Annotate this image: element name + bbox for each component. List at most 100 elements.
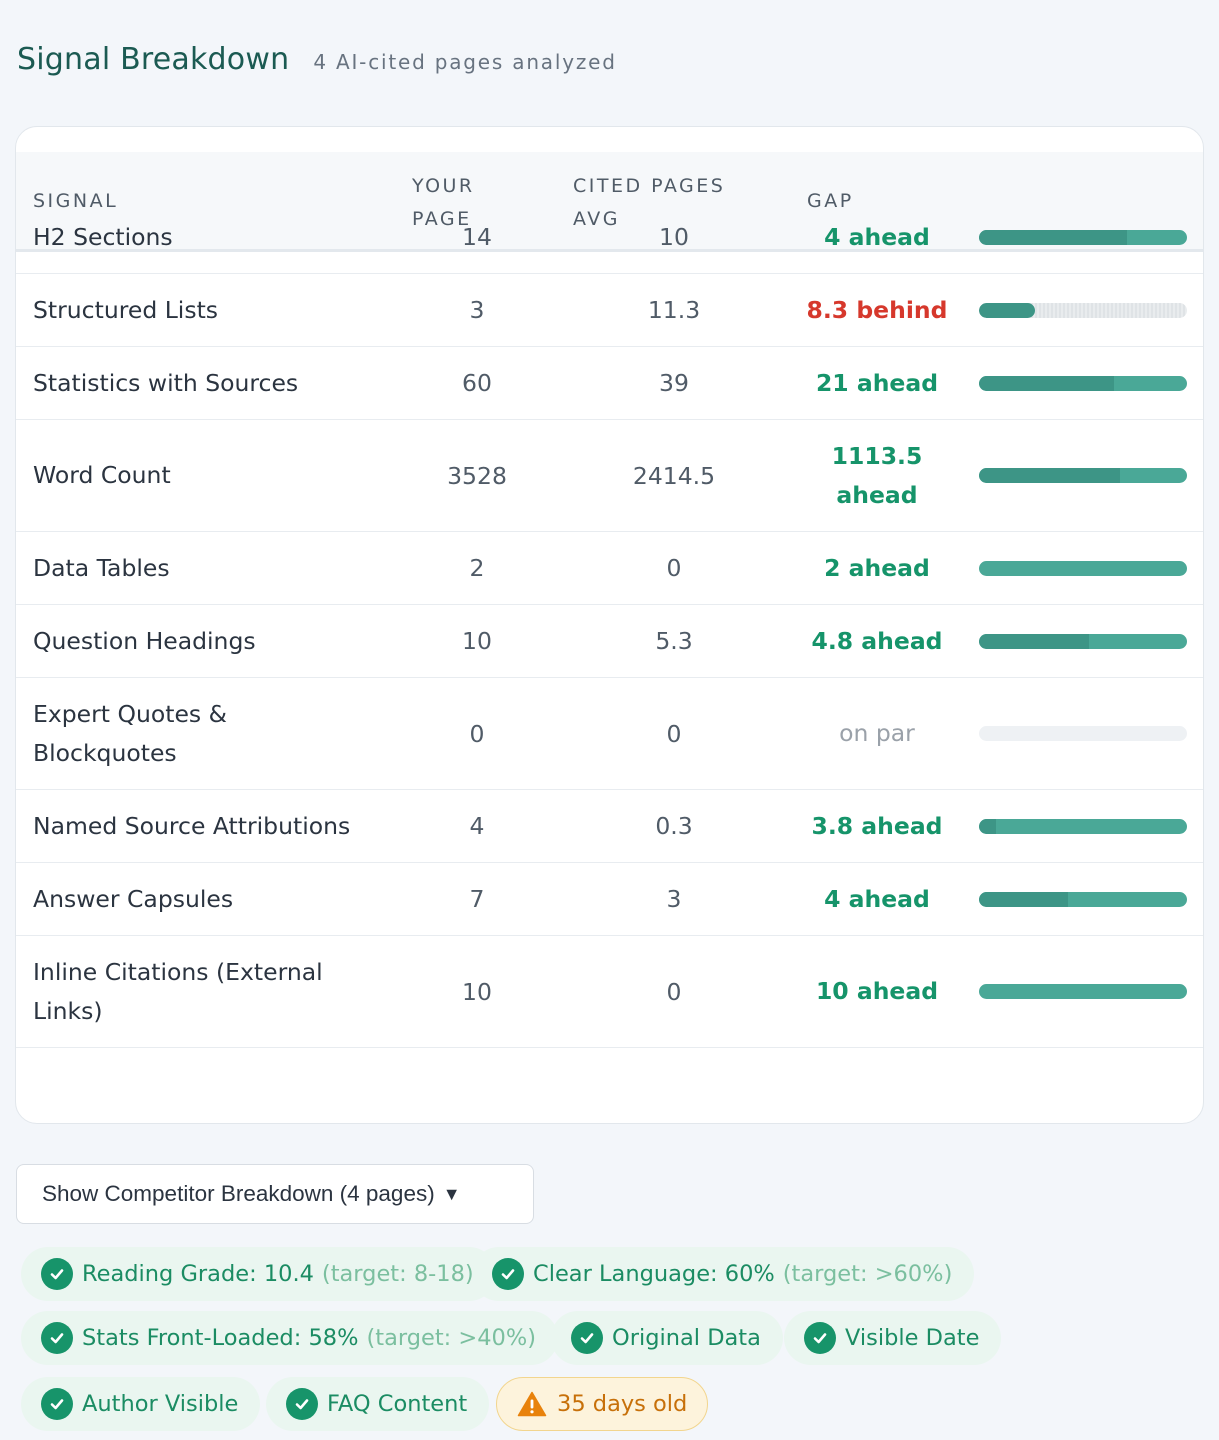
table-row: Data Tables 2 0 2 ahead [16, 532, 1203, 605]
signal-name: Statistics with Sources [33, 368, 299, 397]
signal-name: H2 Sections [33, 222, 173, 251]
check-label: Clear Language: 60% [533, 1261, 775, 1287]
gap-progress-bar [979, 891, 1187, 907]
table-header: SIGNAL YOUR PAGE CITED PAGES AVG GAP [16, 152, 1203, 252]
check-label: Reading Grade: 10.4 [82, 1261, 314, 1287]
check-label: Visible Date [845, 1325, 980, 1351]
cited-avg-value: 3 [666, 885, 682, 913]
gap-bar-cell [979, 605, 1187, 677]
check-circle-icon [41, 1258, 73, 1290]
check-circle-icon [492, 1258, 524, 1290]
column-header-cited-avg-line2: AVG [573, 208, 621, 230]
table-row: Expert Quotes & Blockquotes 0 0 on par [16, 678, 1203, 790]
your-page-value: 10 [462, 627, 492, 655]
table-row: Question Headings 10 5.3 4.8 ahead [16, 605, 1203, 678]
your-page-value: 3 [469, 296, 485, 324]
check-circle-icon [804, 1322, 836, 1354]
gap-value: 3.8 ahead [811, 811, 943, 840]
check-circle-icon [286, 1388, 318, 1420]
page-title: Signal Breakdown [17, 42, 290, 77]
gap-progress-fill [979, 302, 1036, 318]
check-label: Author Visible [82, 1391, 239, 1417]
gap-progress-bar [979, 984, 1187, 999]
gap-value: on par [839, 719, 915, 747]
check-badge: Stats Front-Loaded: 58% (target: >40%) [21, 1311, 559, 1365]
cited-avg-value: 11.3 [647, 296, 701, 324]
cited-avg-value: 0 [666, 977, 682, 1006]
gap-value: 10 ahead [815, 977, 939, 1005]
page-subtitle: 4 AI-cited pages analyzed [313, 50, 617, 74]
table-row: Statistics with Sources 60 39 21 ahead [16, 347, 1203, 420]
column-header-cited-avg-line1: CITED PAGES [573, 175, 726, 197]
check-badge: Original Data [551, 1311, 783, 1365]
cited-avg-value: 0 [666, 719, 682, 748]
table-row: Structured Lists 3 11.3 8.3 behind [16, 274, 1203, 347]
gap-progress-bar [979, 726, 1187, 741]
check-badge: Clear Language: 60% (target: >60%) [472, 1247, 975, 1301]
column-header-your-page-line1: YOUR [412, 175, 475, 197]
cited-avg-value: 0 [666, 554, 682, 582]
gap-progress-fill [979, 229, 1127, 245]
your-page-value: 4 [469, 812, 485, 840]
check-circle-icon [41, 1388, 73, 1420]
gap-bar-cell [979, 532, 1187, 604]
check-label: FAQ Content [327, 1391, 468, 1417]
show-competitor-breakdown-button[interactable]: Show Competitor Breakdown (4 pages) ▼ [16, 1164, 534, 1224]
check-target: (target: >60%) [782, 1261, 953, 1287]
table-row: Word Count 3528 2414.5 1113.5 ahead [16, 420, 1203, 532]
signal-name: Expert Quotes & Blockquotes [33, 699, 227, 767]
table-row: Named Source Attributions 4 0.3 3.8 ahead [16, 790, 1203, 863]
table-row: Answer Capsules 7 3 4 ahead [16, 863, 1203, 936]
gap-progress-fill [979, 375, 1115, 391]
check-circle-icon [571, 1322, 603, 1354]
signal-name: Inline Citations (External Links) [33, 957, 323, 1025]
column-header-your-page: YOUR PAGE [412, 170, 502, 236]
check-target: (target: >40%) [366, 1325, 537, 1351]
cited-avg-value: 0.3 [655, 812, 693, 840]
gap-value: 4.8 ahead [811, 626, 943, 655]
gap-progress-bar [979, 468, 1187, 483]
gap-progress-bar [979, 560, 1187, 576]
check-label: Original Data [612, 1325, 761, 1351]
gap-bar-cell [979, 790, 1187, 862]
gap-bar-cell [979, 347, 1187, 419]
your-page-value: 3528 [447, 461, 507, 490]
warning-badge: 35 days old [496, 1377, 709, 1431]
signal-name: Structured Lists [33, 295, 219, 324]
signal-table-card: SIGNAL YOUR PAGE CITED PAGES AVG GAP H2 … [15, 126, 1204, 1124]
gap-progress-bar [979, 633, 1187, 649]
column-header-signal: SIGNAL [33, 190, 119, 212]
warning-icon [517, 1391, 547, 1417]
check-badge: FAQ Content [266, 1377, 490, 1431]
gap-progress-bar [979, 375, 1187, 391]
check-circle-icon [41, 1322, 73, 1354]
gap-progress-bar [979, 818, 1187, 834]
cited-avg-value: 2414.5 [632, 461, 716, 490]
gap-bar-cell [979, 274, 1187, 346]
your-page-value: 14 [462, 223, 492, 251]
check-label: 35 days old [557, 1391, 688, 1417]
cited-avg-value: 39 [659, 369, 689, 397]
column-header-your-page-line2: PAGE [412, 208, 472, 230]
gap-bar-cell [979, 201, 1187, 273]
column-header-gap: GAP [807, 190, 854, 212]
your-page-value: 2 [469, 554, 485, 582]
gap-progress-fill [979, 468, 1121, 483]
table-row: Inline Citations (External Links) 10 0 10 ah… [16, 936, 1203, 1048]
gap-progress-fill [979, 891, 1069, 907]
toggle-label: Show Competitor Breakdown (4 pages) [42, 1181, 435, 1206]
cited-avg-value: 10 [659, 223, 689, 251]
gap-progress-bar [979, 229, 1187, 245]
column-header-cited-avg: CITED PAGES AVG [573, 170, 753, 236]
check-target: (target: 8-18) [321, 1261, 474, 1287]
gap-value: 4 ahead [824, 222, 930, 251]
signal-name: Data Tables [33, 553, 170, 582]
check-badge: Author Visible [21, 1377, 261, 1431]
gap-progress-bar [979, 302, 1187, 318]
gap-value: 2 ahead [824, 553, 930, 582]
gap-value: 8.3 behind [806, 295, 948, 324]
signal-name: Word Count [33, 461, 171, 489]
gap-bar-cell [979, 863, 1187, 935]
signal-name: Named Source Attributions [33, 811, 351, 840]
